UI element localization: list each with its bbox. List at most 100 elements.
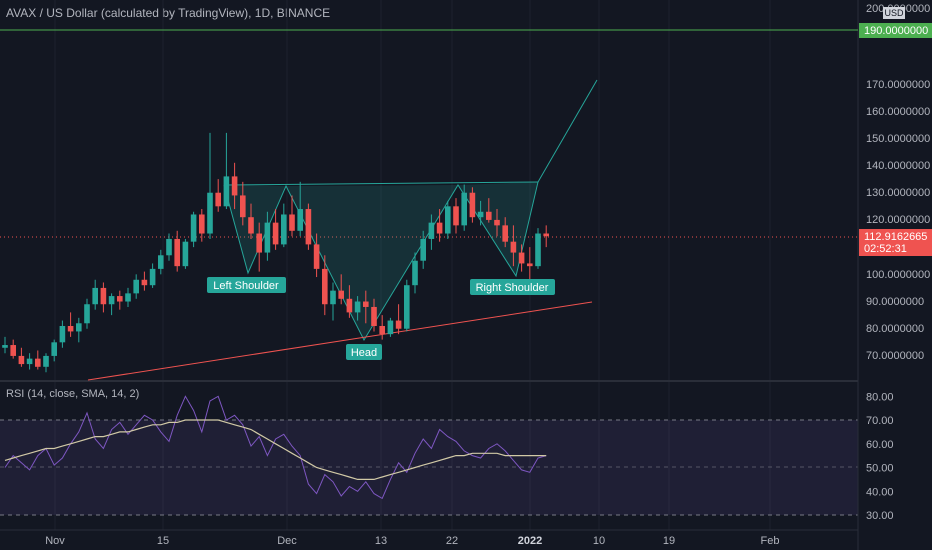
green-line-price-label: 190.0000000 xyxy=(859,23,932,38)
candle-body xyxy=(477,211,484,218)
candle xyxy=(494,209,500,237)
candle-body xyxy=(387,320,394,335)
candle xyxy=(182,238,189,269)
current-price-badge: 112.9162665 02:52:31 xyxy=(859,229,932,256)
rsi-sma-line xyxy=(4,419,547,480)
unit-badge: USD xyxy=(883,7,905,19)
rsi-tick-label: 50.00 xyxy=(866,463,894,475)
candle-body xyxy=(51,342,57,356)
head-area xyxy=(286,185,458,340)
time-tick-label: Nov xyxy=(45,535,65,547)
price-tick-label: 100.0000000 xyxy=(866,269,930,281)
grid xyxy=(54,0,771,530)
rsi-axis[interactable]: 80.00 70.00 60.00 50.00 40.00 30.00 xyxy=(866,391,894,522)
time-tick-label: 19 xyxy=(663,535,675,547)
candle-body xyxy=(354,301,361,313)
candle-body xyxy=(453,206,459,226)
rsi-title: RSI (14, close, SMA, 14, 2) xyxy=(6,388,140,400)
candle xyxy=(387,317,394,337)
candle xyxy=(108,293,115,316)
candle xyxy=(231,162,238,210)
candle xyxy=(26,353,33,370)
candle xyxy=(543,225,549,248)
candle-body xyxy=(322,268,328,305)
candle xyxy=(289,195,295,237)
candle xyxy=(51,339,57,362)
candle-body xyxy=(486,211,492,220)
head-and-shoulders-pattern[interactable] xyxy=(223,79,598,342)
candle xyxy=(18,347,25,367)
candle xyxy=(527,247,533,280)
candle-body xyxy=(395,320,402,329)
price-axis[interactable]: 200.0000000170.0000000160.0000000150.000… xyxy=(866,3,930,362)
candle-body xyxy=(404,285,410,329)
candle xyxy=(436,209,443,242)
candle xyxy=(35,350,41,370)
candle-body xyxy=(494,219,500,226)
candle-body xyxy=(281,214,287,245)
candle-body xyxy=(363,301,369,307)
left-shoulder-label[interactable]: Left Shoulder xyxy=(207,277,286,293)
candle xyxy=(149,263,156,288)
candle-body xyxy=(510,241,517,253)
candle xyxy=(518,244,525,272)
support-trendline[interactable] xyxy=(87,301,593,381)
candle-body xyxy=(92,287,98,305)
time-tick-label: 10 xyxy=(593,535,605,547)
candle-body xyxy=(379,326,385,335)
candle-body xyxy=(207,192,213,234)
candle-body xyxy=(108,296,115,305)
candle xyxy=(67,312,74,337)
candle-body xyxy=(117,296,123,302)
candle-body xyxy=(240,195,246,218)
candle xyxy=(43,353,49,373)
candle xyxy=(272,209,279,250)
candle xyxy=(10,339,16,359)
candle xyxy=(59,320,66,348)
right-shoulder-area xyxy=(458,182,538,276)
candle xyxy=(158,249,164,275)
candle-body xyxy=(543,233,549,237)
candle-body xyxy=(248,217,254,234)
candle-body xyxy=(289,214,295,231)
candle xyxy=(535,228,541,269)
candle xyxy=(264,211,271,261)
candle xyxy=(445,200,451,239)
candle-body xyxy=(133,279,139,294)
candle-body xyxy=(313,244,320,269)
candle xyxy=(125,287,131,307)
candle xyxy=(477,200,484,226)
candle-body xyxy=(305,209,312,245)
candle xyxy=(404,279,410,332)
rsi-tick-label: 70.00 xyxy=(866,415,894,427)
head-label[interactable]: Head xyxy=(346,344,382,360)
price-tick-label: 130.0000000 xyxy=(866,187,930,199)
candle xyxy=(76,317,82,343)
candle-body xyxy=(43,355,49,367)
candle-body xyxy=(67,326,74,332)
candle xyxy=(428,214,435,250)
svg-text:USD: USD xyxy=(884,8,904,18)
time-tick-label: 22 xyxy=(446,535,458,547)
price-tick-label: 90.0000000 xyxy=(866,296,924,308)
rsi-tick-label: 80.00 xyxy=(866,391,894,403)
candle-body xyxy=(330,290,336,305)
price-tick-label: 140.0000000 xyxy=(866,160,930,172)
time-axis[interactable]: Nov 15 Dec 13 22 2022 10 19 Feb xyxy=(45,535,779,547)
candle xyxy=(354,296,361,321)
candle xyxy=(461,184,467,231)
candle xyxy=(117,290,123,310)
candle-body xyxy=(445,206,451,234)
candle xyxy=(453,198,459,234)
candle xyxy=(141,271,148,291)
candle xyxy=(510,225,517,267)
rsi-tick-label: 40.00 xyxy=(866,486,894,498)
candle-body xyxy=(199,214,205,234)
candle xyxy=(363,290,369,324)
svg-text:02:52:31: 02:52:31 xyxy=(864,243,907,255)
time-tick-label: Feb xyxy=(761,535,780,547)
right-shoulder-label[interactable]: Right Shoulder xyxy=(470,279,555,295)
pattern-outline xyxy=(223,79,598,342)
candle xyxy=(84,298,90,329)
